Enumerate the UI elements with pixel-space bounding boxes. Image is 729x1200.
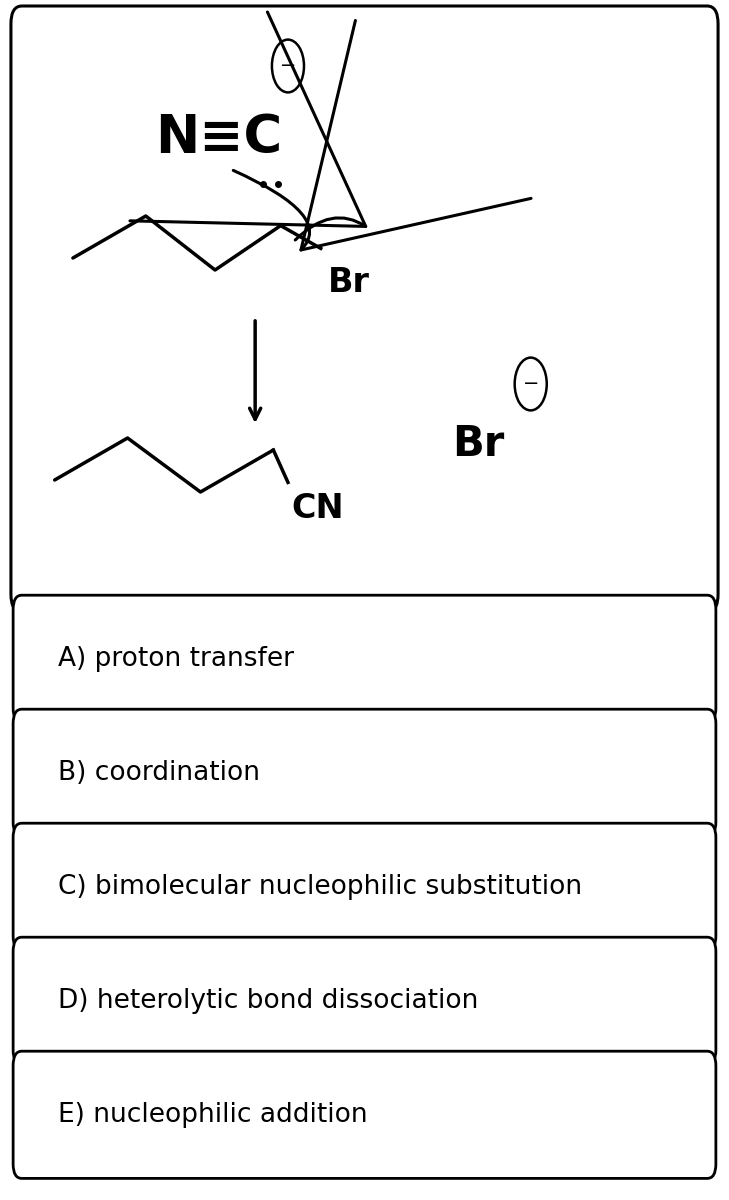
FancyBboxPatch shape xyxy=(11,6,718,612)
Text: −: − xyxy=(523,374,539,394)
FancyArrowPatch shape xyxy=(233,20,531,250)
Text: Br: Br xyxy=(328,266,370,299)
Text: CN: CN xyxy=(292,492,344,526)
Text: −: − xyxy=(280,56,296,76)
FancyArrowPatch shape xyxy=(130,12,366,240)
Text: N≡C: N≡C xyxy=(155,112,282,164)
Text: Br: Br xyxy=(452,422,504,464)
FancyBboxPatch shape xyxy=(13,709,716,836)
FancyBboxPatch shape xyxy=(13,1051,716,1178)
Text: C) bimolecular nucleophilic substitution: C) bimolecular nucleophilic substitution xyxy=(58,874,582,900)
FancyBboxPatch shape xyxy=(13,595,716,722)
FancyBboxPatch shape xyxy=(13,937,716,1064)
Text: D) heterolytic bond dissociation: D) heterolytic bond dissociation xyxy=(58,988,479,1014)
Text: B) coordination: B) coordination xyxy=(58,760,260,786)
Text: E) nucleophilic addition: E) nucleophilic addition xyxy=(58,1102,368,1128)
FancyBboxPatch shape xyxy=(13,823,716,950)
Text: A) proton transfer: A) proton transfer xyxy=(58,646,295,672)
